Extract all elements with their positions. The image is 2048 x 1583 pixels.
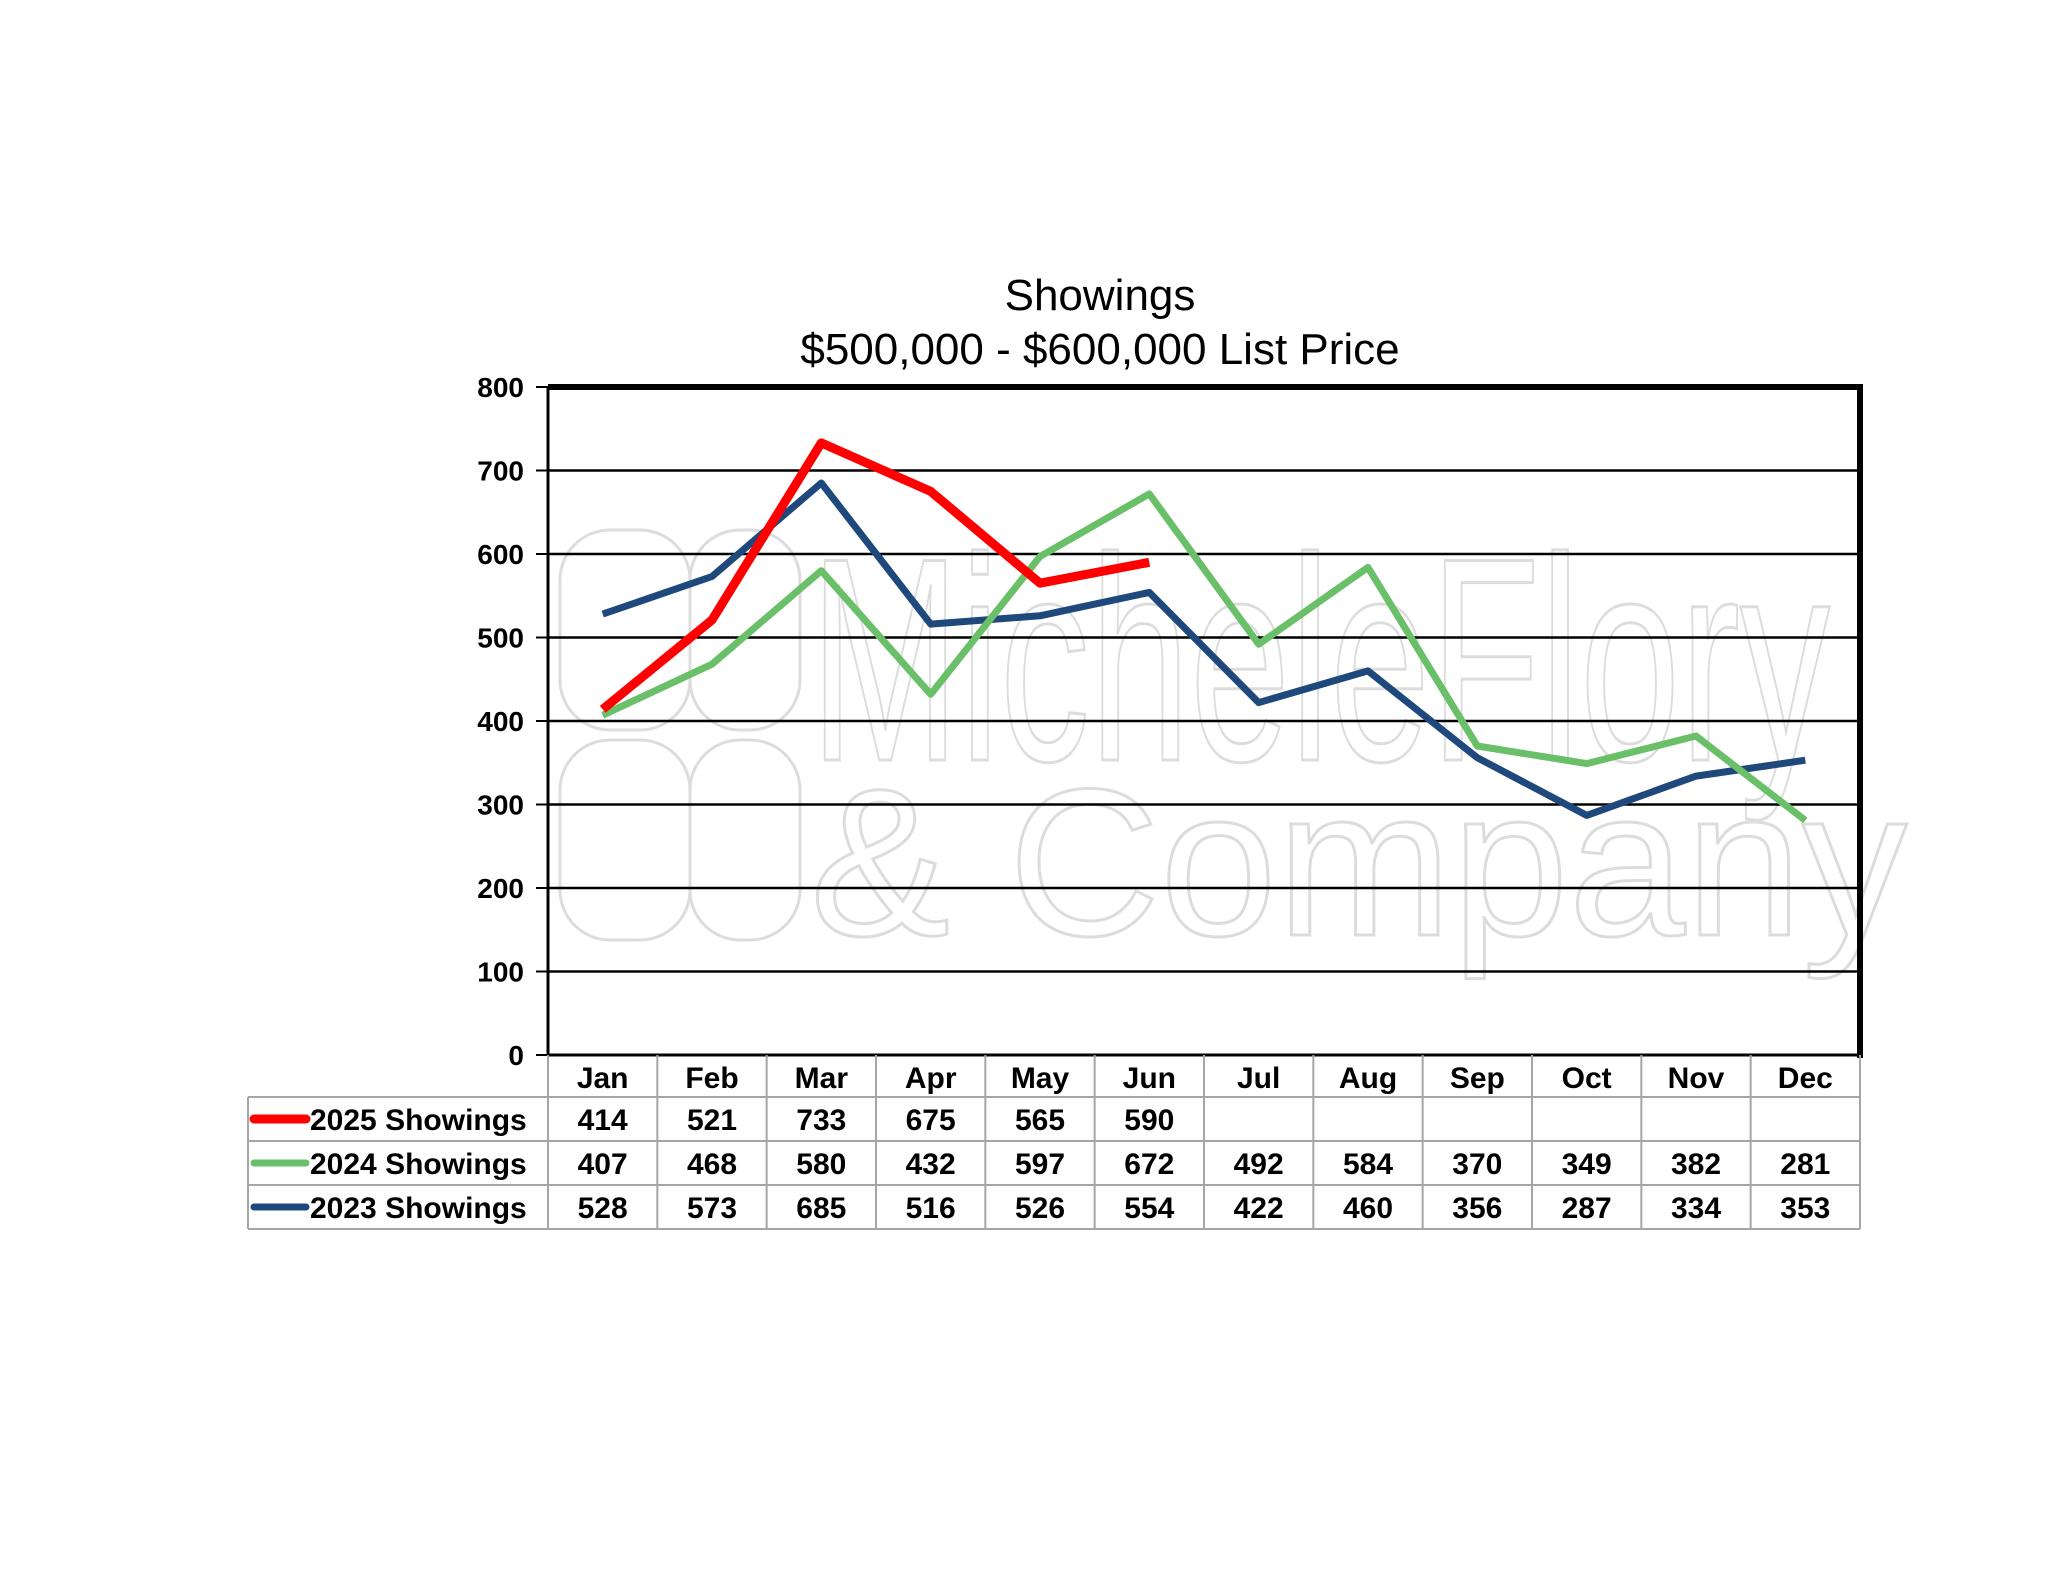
legend-label: 2024 Showings bbox=[310, 1148, 527, 1181]
table-cell-value: 407 bbox=[578, 1148, 628, 1181]
series-line-2023-showings bbox=[601, 479, 1806, 819]
table-cell-value: 590 bbox=[1124, 1104, 1174, 1137]
watermark-shape-1 bbox=[558, 528, 692, 732]
legend-label: 2025 Showings bbox=[310, 1104, 527, 1137]
table-cell-value: 492 bbox=[1234, 1148, 1284, 1181]
table-cell-value: 422 bbox=[1234, 1192, 1284, 1225]
y-tick-label: 0 bbox=[508, 1040, 524, 1071]
y-tick-label: 200 bbox=[477, 873, 524, 904]
x-category-label: Oct bbox=[1562, 1062, 1612, 1095]
chart-title: Showings bbox=[1005, 271, 1196, 320]
table-cell-value: 573 bbox=[687, 1192, 737, 1225]
chart-subtitle: $500,000 - $600,000 List Price bbox=[800, 325, 1399, 374]
x-category-label: Aug bbox=[1339, 1062, 1397, 1095]
table-cell-value: 432 bbox=[906, 1148, 956, 1181]
y-tick-label: 100 bbox=[477, 957, 524, 988]
table-cell-value: 685 bbox=[796, 1192, 846, 1225]
watermark-shape-2 bbox=[688, 528, 802, 732]
x-category-label: Dec bbox=[1778, 1062, 1833, 1095]
watermark-name: MicheleFlory bbox=[810, 498, 1830, 823]
y-tick-label: 500 bbox=[477, 623, 524, 654]
watermark-company: & Company bbox=[810, 745, 1907, 980]
table-cell-value: 597 bbox=[1015, 1148, 1065, 1181]
table-cell-value: 526 bbox=[1015, 1192, 1065, 1225]
table-cell-value: 565 bbox=[1015, 1104, 1065, 1137]
table-cell-value: 554 bbox=[1124, 1192, 1174, 1225]
table-cell-value: 584 bbox=[1343, 1148, 1393, 1181]
watermark-logo: MicheleFlory & Company bbox=[558, 497, 1909, 982]
x-category-label: Feb bbox=[685, 1062, 738, 1095]
x-category-label: Jul bbox=[1237, 1062, 1280, 1095]
table-cell-value: 414 bbox=[578, 1104, 628, 1137]
table-cell-value: 460 bbox=[1343, 1192, 1393, 1225]
table-cell-value: 356 bbox=[1452, 1192, 1502, 1225]
x-category-label: May bbox=[1011, 1062, 1070, 1095]
table-cell-value: 353 bbox=[1780, 1192, 1830, 1225]
watermark-shape-4 bbox=[688, 738, 802, 942]
y-tick-label: 800 bbox=[477, 372, 524, 403]
table-cell-value: 580 bbox=[796, 1148, 846, 1181]
table-cell-value: 675 bbox=[906, 1104, 956, 1137]
series-lines bbox=[599, 438, 1808, 824]
table-cell-value: 349 bbox=[1562, 1148, 1612, 1181]
x-category-label: Apr bbox=[905, 1062, 957, 1095]
x-category-label: Mar bbox=[795, 1062, 849, 1095]
table-cell-value: 672 bbox=[1124, 1148, 1174, 1181]
x-category-label: Jun bbox=[1123, 1062, 1176, 1095]
table-cell-value: 521 bbox=[687, 1104, 737, 1137]
y-tick-label: 300 bbox=[477, 790, 524, 821]
table-cell-value: 382 bbox=[1671, 1148, 1721, 1181]
table-cell-value: 733 bbox=[796, 1104, 846, 1137]
series-line-2025-showings bbox=[599, 438, 1151, 713]
x-category-label: Nov bbox=[1668, 1062, 1725, 1095]
watermark-shape-3 bbox=[558, 738, 692, 942]
y-tick-label: 400 bbox=[477, 706, 524, 737]
y-axis-ticks: 0 100 200 300 400 500 600 700 800 bbox=[477, 372, 548, 1071]
legend-label: 2023 Showings bbox=[310, 1192, 527, 1225]
table-cell-value: 516 bbox=[906, 1192, 956, 1225]
y-tick-label: 600 bbox=[477, 539, 524, 570]
table-cell-value: 281 bbox=[1780, 1148, 1830, 1181]
table-cell-value: 370 bbox=[1452, 1148, 1502, 1181]
y-tick-label: 700 bbox=[477, 456, 524, 487]
table-cell-value: 528 bbox=[578, 1192, 628, 1225]
x-category-label: Sep bbox=[1450, 1062, 1505, 1095]
table-cell-value: 468 bbox=[687, 1148, 737, 1181]
x-category-label: Jan bbox=[577, 1062, 629, 1095]
data-table: Jan Feb Mar Apr May Jun Jul Aug Sep Oct Nov Dec 2025… bbox=[247, 1055, 1861, 1230]
table-cell-value: 287 bbox=[1562, 1192, 1612, 1225]
gridlines bbox=[548, 469, 1860, 973]
table-cell-value: 334 bbox=[1671, 1192, 1721, 1225]
series-line-2024-showings bbox=[601, 490, 1808, 824]
